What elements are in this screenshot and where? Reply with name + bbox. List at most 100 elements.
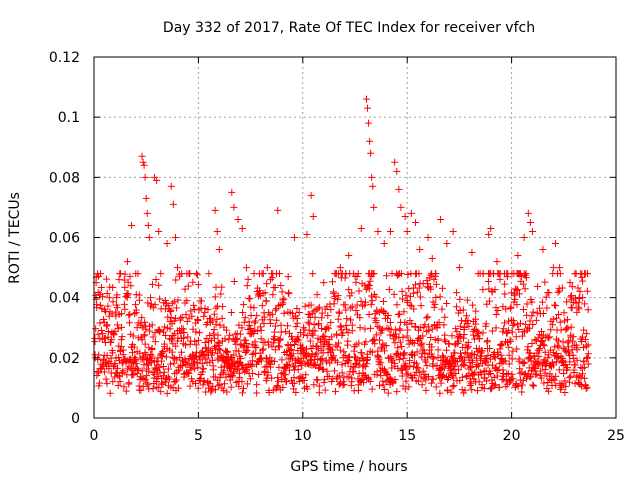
data-point: [584, 350, 592, 358]
data-point: [304, 351, 312, 359]
data-point: [330, 300, 338, 308]
data-point: [556, 385, 564, 393]
x-tick-label: 5: [194, 428, 203, 444]
data-point: [494, 306, 502, 314]
data-point: [569, 351, 577, 359]
data-point: [368, 348, 376, 356]
data-point: [370, 203, 378, 211]
data-point: [367, 149, 375, 157]
data-point: [314, 376, 322, 384]
data-point: [319, 366, 327, 374]
data-point: [230, 203, 238, 211]
data-point: [209, 366, 217, 374]
data-point: [223, 348, 231, 356]
data-point: [531, 363, 539, 371]
data-point: [371, 340, 379, 348]
data-point: [315, 303, 323, 311]
data-point: [562, 382, 570, 390]
data-point: [114, 371, 122, 379]
data-point: [379, 381, 387, 389]
data-point: [145, 367, 153, 375]
data-point: [406, 301, 414, 309]
data-point: [142, 351, 150, 359]
data-point: [440, 321, 448, 329]
data-point: [491, 286, 499, 294]
data-point: [373, 371, 381, 379]
data-point: [416, 246, 424, 254]
data-point: [257, 335, 265, 343]
data-point: [148, 352, 156, 360]
data-point: [310, 381, 318, 389]
data-point: [365, 311, 373, 319]
data-point: [584, 353, 592, 361]
data-point: [214, 356, 222, 364]
data-point: [271, 283, 279, 291]
data-point: [518, 381, 526, 389]
data-point: [122, 358, 130, 366]
data-point: [141, 318, 149, 326]
data-point: [213, 227, 221, 235]
data-point: [248, 362, 256, 370]
data-point: [143, 209, 151, 217]
data-point: [479, 286, 487, 294]
data-point: [214, 331, 222, 339]
data-point: [323, 367, 331, 375]
data-point: [419, 332, 427, 340]
data-point: [102, 375, 110, 383]
data-point: [135, 296, 143, 304]
data-point: [453, 289, 461, 297]
data-point: [432, 280, 440, 288]
data-point: [454, 366, 462, 374]
data-point: [514, 285, 522, 293]
data-point: [333, 343, 341, 351]
data-point: [460, 330, 468, 338]
data-point: [248, 350, 256, 358]
data-point: [311, 313, 319, 321]
data-point: [155, 364, 163, 372]
data-point: [242, 264, 250, 272]
data-point: [552, 372, 560, 380]
data-point: [348, 303, 356, 311]
data-point: [195, 376, 203, 384]
data-point: [263, 280, 271, 288]
data-point: [256, 355, 264, 363]
data-point: [414, 364, 422, 372]
data-point: [304, 318, 312, 326]
data-point: [222, 347, 230, 355]
data-point: [505, 343, 513, 351]
data-point: [117, 270, 125, 278]
data-point: [483, 377, 491, 385]
data-point: [545, 289, 553, 297]
data-point: [128, 221, 136, 229]
data-point: [529, 320, 537, 328]
data-point: [519, 305, 527, 313]
data-point: [134, 270, 142, 278]
data-point: [189, 278, 197, 286]
data-point: [218, 314, 226, 322]
data-point: [423, 362, 431, 370]
data-point: [148, 280, 156, 288]
data-point: [214, 382, 222, 390]
data-point: [201, 355, 209, 363]
data-point: [484, 278, 492, 286]
data-point: [385, 285, 393, 293]
data-point: [91, 338, 99, 346]
data-point: [238, 224, 246, 232]
data-point: [235, 347, 243, 355]
data-point: [166, 360, 174, 368]
data-point: [141, 173, 149, 181]
data-point: [522, 320, 530, 328]
data-point: [151, 301, 159, 309]
data-point: [221, 335, 229, 343]
data-point: [204, 305, 212, 313]
data-point: [283, 351, 291, 359]
data-point: [570, 366, 578, 374]
data-point: [509, 321, 517, 329]
data-point: [418, 339, 426, 347]
data-point: [117, 343, 125, 351]
data-point: [335, 339, 343, 347]
data-point: [458, 386, 466, 394]
data-point: [404, 326, 412, 334]
data-point: [479, 329, 487, 337]
data-point: [368, 297, 376, 305]
